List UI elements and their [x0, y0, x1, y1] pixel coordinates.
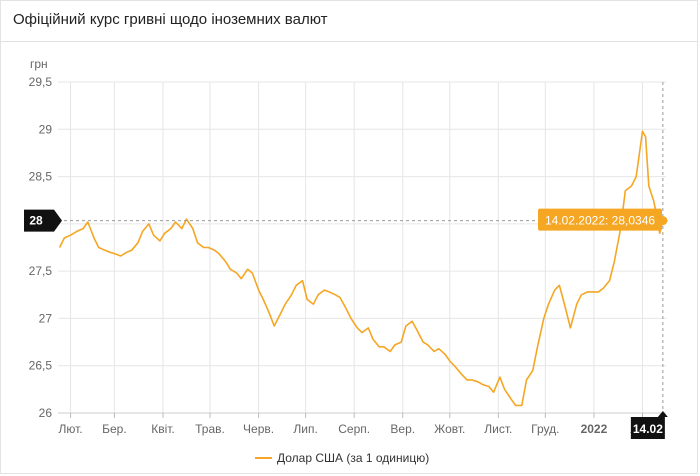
y-tick-label: 28,5: [29, 170, 53, 184]
y-tick-label: 29,5: [29, 75, 53, 89]
tooltip-box: [538, 208, 662, 231]
y-crosshair-label: 28: [29, 214, 43, 228]
y-axis-title: грн: [30, 57, 48, 71]
x-crosshair-label: 14.02: [633, 422, 663, 436]
x-tick-label: Вер.: [390, 422, 415, 436]
x-tick-label: Бер.: [102, 422, 127, 436]
x-tick-label: Лип.: [293, 422, 317, 436]
y-axis: 26 26,5 27 27,5 28 28,5 29 29,5: [29, 75, 53, 420]
x-tick-label: Квіт.: [151, 422, 175, 436]
series-layer: [58, 130, 664, 407]
series-line: [58, 130, 664, 407]
crosshair: 28 14.02 14.02.2022: 28,0346: [24, 82, 668, 439]
x-crosshair-badge: [630, 411, 668, 439]
y-tick-label: 27,5: [29, 264, 53, 278]
y-crosshair-badge: [24, 209, 62, 232]
legend[interactable]: Долар США (за 1 одиницю): [255, 451, 429, 465]
y-tick-label: 26,5: [29, 359, 53, 373]
x-tick-label: 2022: [581, 422, 608, 436]
tooltip-arrow: [662, 215, 668, 226]
x-tick-label: Серп.: [338, 422, 370, 436]
chart-header: Офіційний курс гривні щодо іноземних вал…: [1, 1, 697, 42]
x-tick-label: Лист.: [484, 422, 512, 436]
x-tick-label: Жовт.: [434, 422, 465, 436]
x-tick-label: Трав.: [195, 422, 225, 436]
chart-title: Офіційний курс гривні щодо іноземних вал…: [13, 11, 328, 28]
tooltip-text: 14.02.2022: 28,0346: [545, 214, 655, 228]
y-tick-label: 27: [39, 311, 53, 325]
y-tick-label: 29: [39, 122, 53, 136]
x-axis: Лют. Бер. Квіт. Трав. Черв. Лип. Серп. Вер. Жовт…: [58, 413, 655, 436]
y-tick-label: 26: [39, 406, 53, 420]
x-tick-label: Лют.: [58, 422, 82, 436]
x-tick-label: Черв.: [243, 422, 274, 436]
x-tick-label: Груд.: [531, 422, 559, 436]
legend-label: Долар США (за 1 одиницю): [277, 451, 429, 465]
grid: [58, 81, 666, 414]
